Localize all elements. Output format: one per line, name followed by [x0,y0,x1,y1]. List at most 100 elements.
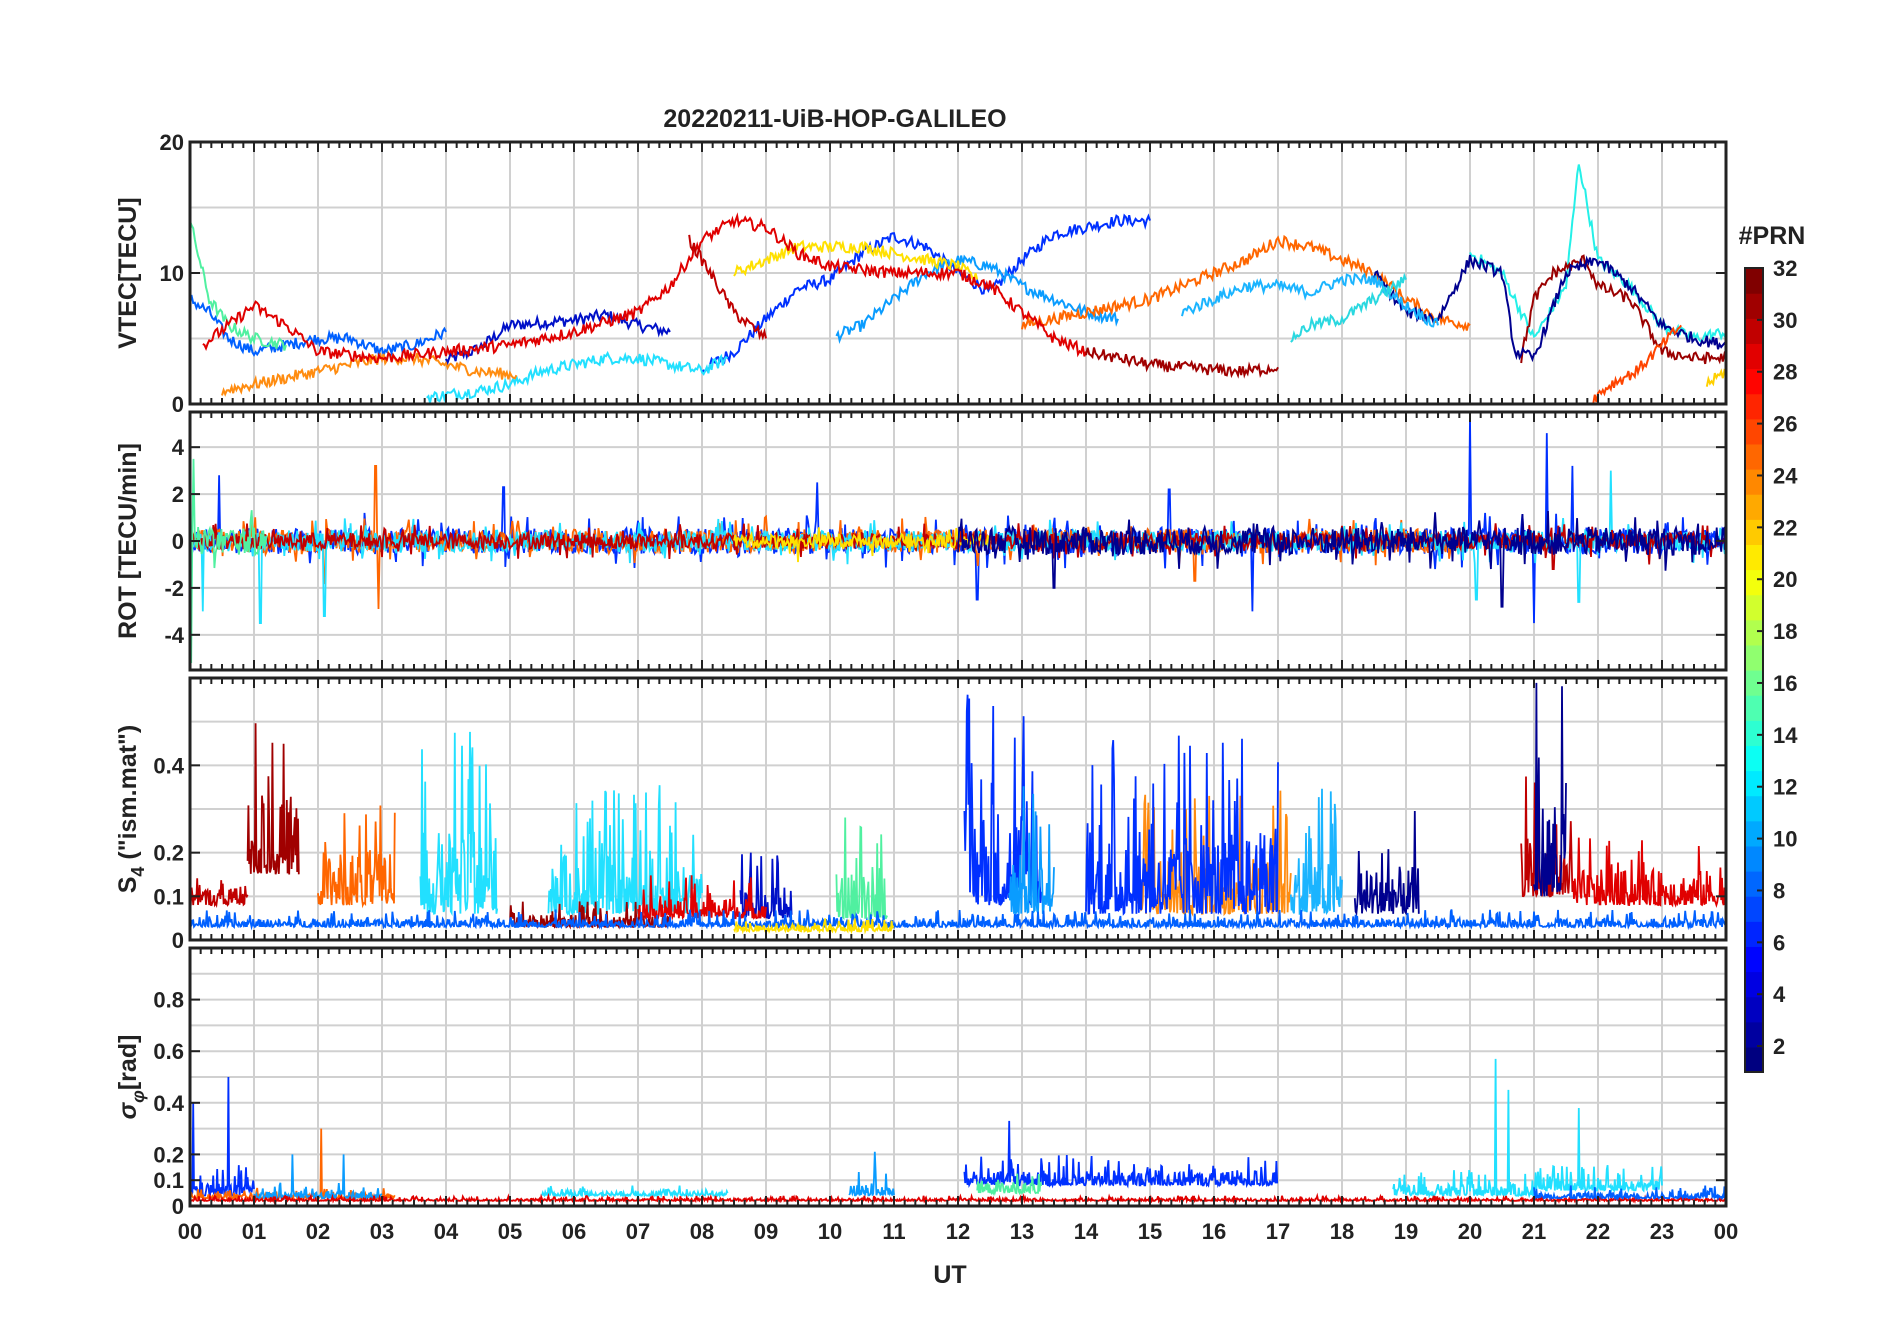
grid [190,948,1726,1206]
colorbar-swatch [1745,418,1763,445]
x-tick-label: 00 [178,1219,202,1244]
series-prn-12 [1469,164,1726,343]
x-tick-label: 22 [1586,1219,1610,1244]
x-tick-label: 04 [434,1219,459,1244]
series-prn-11 [426,350,729,403]
x-tick-label: 13 [1010,1219,1034,1244]
panel-sigma: 00.10.20.40.60.8σφ[rad] [114,946,1728,1219]
series-prn-9 [835,254,1119,344]
colorbar-tick-label: 10 [1773,827,1797,852]
y-tick-label: 0.6 [153,1039,184,1064]
x-ticks [199,412,1717,670]
colorbar-swatch [1745,569,1763,596]
x-tick-label: 11 [882,1219,905,1244]
burst-series-6 [976,1173,1043,1196]
x-tick-label: 00 [1714,1219,1738,1244]
burst-series-4 [848,1151,895,1197]
rot-series-6 [957,510,1726,608]
y-tick-label: 0 [172,1194,184,1219]
y-label-rest: ("ism.mat") [114,725,142,867]
x-ticks [199,142,1717,404]
y-tick-label: 0 [172,392,184,417]
rot-series-5 [733,527,991,563]
x-tick-label: 01 [242,1219,266,1244]
x-tick-label: 20 [1458,1219,1482,1244]
colorbar-tick-label: 22 [1773,515,1797,540]
colorbar-swatch [1745,871,1763,897]
series-prn-10 [1181,272,1439,328]
burst-series-18 [190,909,1726,931]
colorbar-tick-label: 24 [1773,463,1798,488]
x-tick-label: 19 [1394,1219,1418,1244]
x-tick-label: 14 [1074,1219,1099,1244]
series-prn-26 [1591,324,1682,404]
series-prn-13 [1290,272,1407,343]
colorbar-tick-label: 12 [1773,775,1797,800]
series-prn-1 [1373,254,1726,363]
x-tick-label: 08 [690,1219,714,1244]
series-prn-31 [1085,347,1279,379]
y-axis-label-vtec: VTEC[TECU] [114,197,142,348]
plot-area [190,416,1726,664]
burst-series-10 [1085,735,1279,916]
colorbar-swatch [1745,946,1763,973]
y-label-sub: 4 [128,867,148,877]
colorbar-swatch [1745,494,1763,520]
y-tick-label: 2 [172,482,184,507]
x-tick-label: 02 [306,1219,330,1244]
y-tick-label: 0.2 [153,1142,184,1167]
rot-series-4 [190,458,268,664]
y-axis-label-sigma: σφ[rad] [114,1035,148,1120]
colorbar-swatch [1745,393,1763,420]
colorbar-swatch [1745,695,1763,721]
colorbar-swatch [1745,845,1763,872]
panel-s4: 00.10.20.4S4 ("ism.mat") [114,676,1728,953]
colorbar-swatch [1745,996,1763,1023]
x-axis: 00 01 02 03 04 05 06 07 08 09 10 11 12 13 14 15 16 17 18 19… [178,1219,1738,1244]
y-axis-label-s4: S4 ("ism.mat") [114,725,148,894]
x-tick-label: 21 [1522,1219,1546,1244]
x-tick-label: 15 [1138,1219,1162,1244]
colorbar-tick-label: 32 [1773,256,1797,281]
burst-series-3 [541,1185,729,1200]
burst-series-3 [419,731,499,917]
colorbar-swatch [1745,368,1763,395]
x-tick-label: 03 [370,1219,394,1244]
colorbar-swatch [1745,921,1763,947]
colorbar-swatch [1745,443,1763,470]
x-tick-label: 17 [1266,1219,1290,1244]
colorbar-swatch [1745,795,1763,822]
y-tick-label: 0.4 [153,753,184,778]
x-ticks [199,948,1717,1206]
burst-series-1 [246,723,300,875]
burst-series-12 [1353,810,1420,917]
y-label-rest: [rad] [114,1035,142,1091]
series-prn-28 [202,212,1087,364]
series-prn-20 [733,239,979,282]
colorbar-swatch [1745,670,1763,696]
burst-series-14 [1533,682,1567,897]
burst-series-2 [317,805,396,909]
grid [190,678,1726,940]
x-tick-label: 06 [562,1219,586,1244]
colorbar-tick-label: 16 [1773,671,1797,696]
series-prn-24 [1021,234,1471,332]
plot-area [190,682,1726,935]
burst-series-17 [637,875,767,922]
colorbar-swatch [1745,770,1763,797]
y-tick-label: 10 [160,261,184,286]
colorbar-swatch [1745,720,1763,746]
burst-series-15 [1571,837,1726,909]
x-tick-label: 23 [1650,1219,1674,1244]
colorbar-swatch [1745,644,1763,671]
burst-series-19 [733,918,895,935]
y-tick-label: 0.1 [153,1168,184,1193]
burst-series-10 [1533,1185,1726,1202]
burst-series-5 [963,1120,1279,1189]
x-tick-label: 18 [1330,1219,1354,1244]
series-prn-2 [445,308,671,366]
burst-series-7 [1392,1058,1535,1199]
burst-series-0 [190,1076,255,1197]
